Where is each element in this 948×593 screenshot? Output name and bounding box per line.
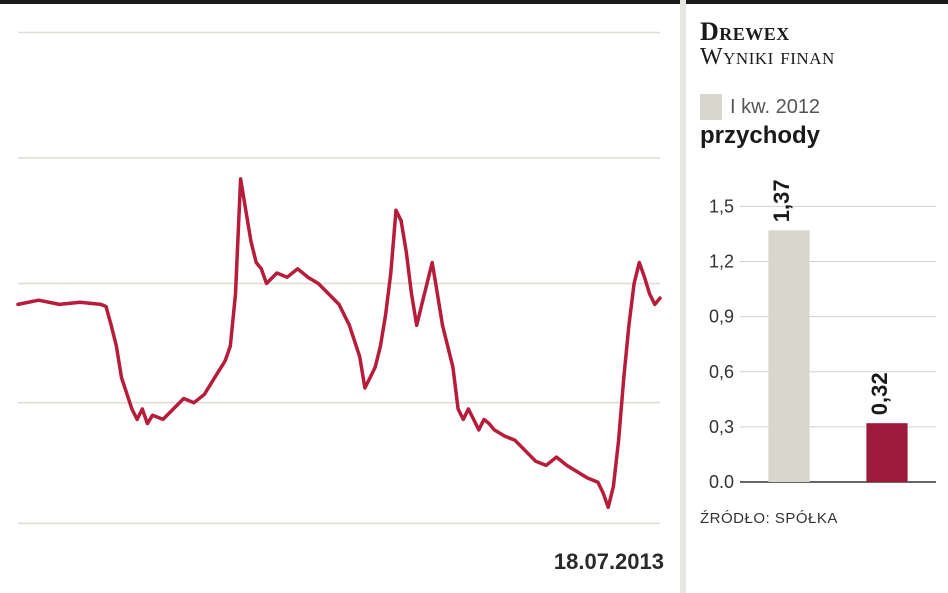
svg-text:1,37: 1,37 (769, 180, 794, 223)
source-label: ŹRÓDŁO: SPÓŁKA (700, 510, 940, 527)
bar-chart-svg: 0,0 0,3 0,6 0,9 1,2 1,5 1,37 0,32 (700, 158, 940, 488)
legend: I kw. 2012 (700, 94, 940, 120)
svg-text:1,5: 1,5 (709, 197, 734, 217)
bar-chart: 0,0 0,3 0,6 0,9 1,2 1,5 1,37 0,32 (700, 158, 940, 488)
svg-text:0,32: 0,32 (867, 373, 892, 416)
right-panel: Drewex Wyniki finan I kw. 2012 przychody… (686, 0, 948, 593)
line-chart-panel: 18.07.2013 (0, 0, 680, 593)
svg-text:0,3: 0,3 (709, 417, 734, 437)
svg-text:0,0: 0,0 (709, 472, 734, 488)
svg-text:0,6: 0,6 (709, 362, 734, 382)
section-label: przychody (700, 122, 940, 150)
line-chart (12, 14, 668, 544)
legend-swatch (700, 94, 722, 120)
line-chart-date: 18.07.2013 (554, 549, 664, 575)
subtitle: Wyniki finan (700, 45, 940, 70)
line-chart-svg (12, 14, 668, 544)
svg-text:0,9: 0,9 (709, 307, 734, 327)
svg-text:1,2: 1,2 (709, 252, 734, 272)
legend-text: I kw. 2012 (730, 96, 820, 119)
company-title: Drewex (700, 18, 940, 45)
